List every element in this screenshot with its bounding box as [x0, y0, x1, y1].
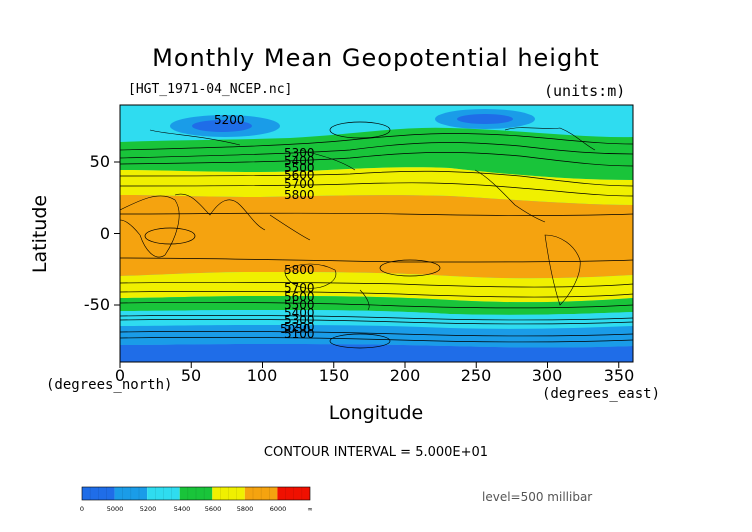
band-blue-antarctic: [120, 344, 633, 362]
colorbar-segment: [277, 487, 310, 500]
colorbar-tick-label: ∞: [307, 505, 313, 513]
contour-value-label: 5700: [284, 177, 315, 191]
x-tick-label: 300: [531, 366, 563, 385]
x-tick-label: 250: [460, 366, 492, 385]
colorbar-tick-label: 0: [79, 505, 85, 513]
band-orange-tropics: [120, 195, 633, 279]
x-tick-label: 200: [389, 366, 421, 385]
x-axis-label: Longitude: [328, 402, 424, 424]
x-tick-label: 50: [180, 366, 202, 385]
contour-value-label: 5200: [214, 113, 245, 127]
contour-value-label: 5100: [284, 327, 315, 341]
colorbar-segment: [244, 487, 278, 500]
y-axis-unit: (degrees_north): [46, 377, 173, 393]
coastlines: [120, 127, 596, 311]
map-plot-area: [120, 105, 633, 362]
contour-value-label: 5200: [284, 320, 315, 334]
contour-value-label: 5700: [284, 281, 315, 295]
axis-ticks: [114, 161, 620, 368]
colorbar-tick-label: 5000: [106, 505, 124, 513]
contour-value-label: 5400: [284, 154, 315, 168]
level-text: level=500 millibar: [482, 490, 593, 504]
colorbar-segment: [82, 487, 115, 500]
x-tick-label: 0: [114, 366, 126, 385]
colorbar-tick-label: 5200: [139, 505, 157, 513]
y-axis-label: Latitude: [29, 194, 51, 274]
contour-value-label: 5050: [280, 322, 311, 336]
colorbar-segment: [147, 487, 180, 500]
units-label: (units:m): [544, 82, 626, 100]
band-yellow-north: [120, 167, 633, 205]
chart-title: Monthly Mean Geopotential height: [152, 44, 600, 72]
colorbar: [81, 486, 311, 501]
contour-value-label: 5800: [284, 188, 315, 202]
band-yellow-south: [120, 272, 633, 303]
low-north-west-core: [192, 120, 252, 132]
band-lightblue-south: [120, 325, 633, 348]
colorbar-segment: [114, 487, 148, 500]
contour-value-label: 5500: [284, 161, 315, 175]
colorbar-segment: [179, 487, 213, 500]
colorbar-frame: [81, 486, 311, 501]
x-tick-label: 150: [318, 366, 350, 385]
colorbar-tick-label: 5600: [204, 505, 222, 513]
file-name-label: [HGT_1971-04_NCEP.nc]: [128, 82, 293, 97]
contour-value-label: 5300: [284, 146, 315, 160]
contour-value-label: 5500: [284, 298, 315, 312]
y-tick-label: -50: [83, 295, 110, 314]
y-tick-label: 50: [89, 152, 110, 171]
x-axis-unit: (degrees_east): [542, 386, 661, 402]
contour-value-label: 5400: [284, 306, 315, 320]
colorbar-tick-label: 5800: [236, 505, 254, 513]
x-tick-label: 100: [246, 366, 278, 385]
band-green-north: [120, 127, 633, 180]
contour-value-label: 5800: [284, 263, 315, 277]
contour-interval-text: CONTOUR INTERVAL = 5.000E+01: [263, 445, 489, 460]
contour-value-label: 5300: [284, 313, 315, 327]
y-tick-label: 0: [99, 224, 110, 243]
colorbar-segment: [212, 487, 245, 500]
colorbar-tick-label: 5400: [173, 505, 191, 513]
low-north-east-core: [457, 114, 513, 124]
contour-value-label: 5600: [284, 168, 315, 182]
x-tick-label: 350: [603, 366, 635, 385]
colorbar-tick-label: 6000: [269, 505, 287, 513]
contour-value-label: 5600: [284, 290, 315, 304]
